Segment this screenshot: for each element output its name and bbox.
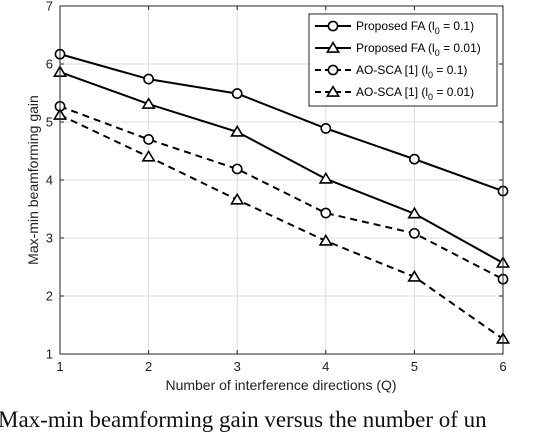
y-tick-label: 3 — [46, 231, 53, 246]
legend-item: AO-SCA [1] (l0 = 0.01) — [315, 85, 474, 102]
legend-marker — [325, 41, 341, 53]
series-line — [59, 114, 504, 340]
y-tick-label: 5 — [46, 115, 53, 130]
axis-ticks: 1 2 3 4 5 6 1 2 3 4 5 6 7 — [46, 0, 507, 374]
line-chart: 1 2 3 4 5 6 1 2 3 4 5 6 7 Number of interference dir… — [25, 0, 511, 393]
data-point — [318, 233, 333, 246]
y-tick-label: 4 — [46, 173, 53, 188]
x-tick-label: 4 — [322, 359, 329, 374]
data-point — [408, 227, 420, 239]
figure-caption: Max-min beamforming gain versus the numb… — [0, 407, 487, 432]
data-point — [143, 73, 154, 85]
data-point — [141, 149, 156, 162]
series-line — [59, 71, 504, 264]
x-tick-label: 1 — [56, 359, 63, 374]
data-point — [408, 153, 420, 165]
data-point — [320, 122, 332, 134]
y-axis-title: Max-min beamforming gain — [25, 95, 41, 265]
legend-label: Proposed FA (l0 = 0.01) — [356, 41, 481, 58]
series-1 — [54, 48, 509, 197]
data-point — [230, 192, 245, 205]
x-tick-label: 3 — [234, 359, 241, 374]
x-tick-label: 5 — [411, 359, 418, 374]
series-line — [59, 105, 504, 281]
series-layer — [52, 48, 511, 344]
x-tick-label: 6 — [499, 359, 506, 374]
data-point — [320, 207, 332, 219]
data-point — [407, 269, 422, 282]
legend-label: AO-SCA [1] (l0 = 0.01) — [356, 85, 474, 102]
x-tick-label: 2 — [145, 359, 152, 374]
y-tick-label: 2 — [46, 289, 53, 304]
legend-item: Proposed FA (l0 = 0.1) — [315, 19, 474, 36]
legend: Proposed FA (l0 = 0.1) Proposed FA (l0 = … — [308, 13, 498, 107]
legend-item: AO-SCA [1] (l0 = 0.1) — [315, 63, 467, 80]
x-axis-title: Number of interference directions (Q) — [165, 377, 396, 393]
legend-marker — [325, 85, 341, 97]
data-point — [407, 206, 422, 219]
legend-label: AO-SCA [1] (l0 = 0.1) — [356, 63, 467, 80]
y-tick-label: 7 — [46, 0, 53, 14]
data-point — [231, 88, 243, 99]
legend-marker — [327, 64, 339, 76]
data-point — [141, 97, 156, 109]
y-tick-label: 6 — [46, 57, 53, 72]
data-point — [318, 171, 333, 184]
data-point — [143, 133, 154, 145]
legend-box — [308, 13, 498, 107]
series-line — [59, 53, 504, 192]
data-point — [230, 124, 245, 137]
y-tick-label: 1 — [46, 347, 53, 362]
legend-item: Proposed FA (l0 = 0.01) — [315, 41, 481, 58]
data-point — [231, 163, 243, 175]
legend-marker — [327, 20, 339, 32]
legend-label: Proposed FA (l0 = 0.1) — [356, 19, 474, 36]
